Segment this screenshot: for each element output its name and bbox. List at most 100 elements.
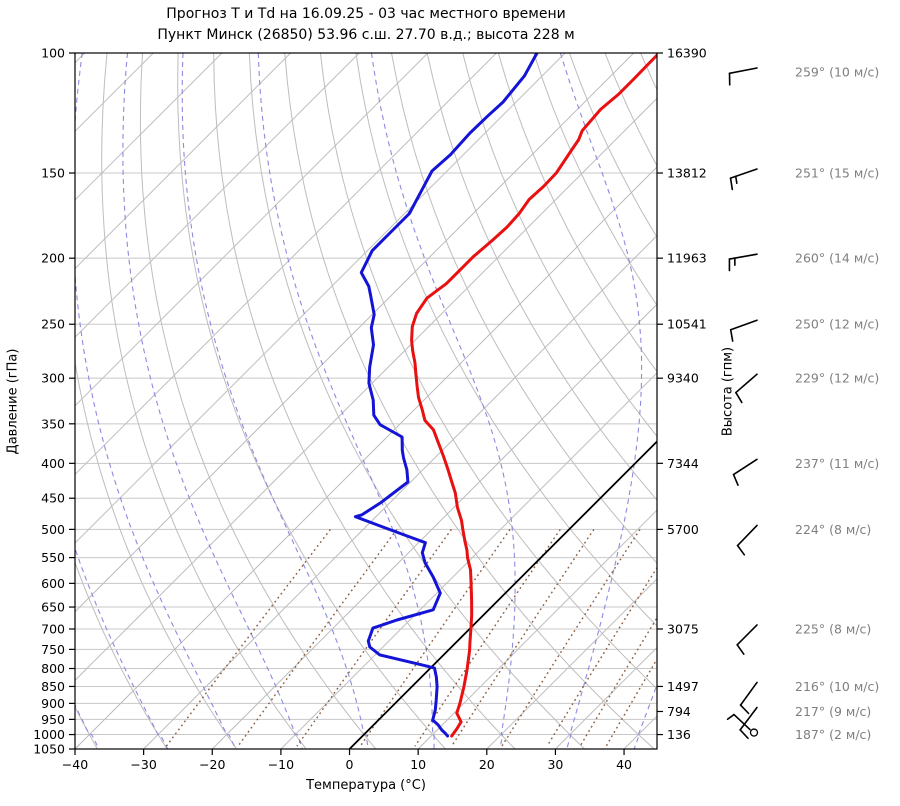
isotherm-line (75, 53, 360, 338)
moist-adiabat-line (75, 53, 237, 749)
plot-border (74, 52, 658, 750)
barb-feather (732, 473, 739, 486)
barb-staff (729, 168, 758, 179)
mixing-ratio-line (501, 529, 641, 747)
pressure-tick-label: 650 (41, 600, 65, 615)
height-label: 1497 (667, 679, 699, 694)
temperature-tick-label: 20 (479, 757, 495, 772)
wind-barb (729, 168, 758, 191)
pressure-tick-label: 200 (41, 251, 65, 266)
barb-staff (736, 524, 758, 547)
height-label: 794 (667, 704, 691, 719)
barb-staff (728, 253, 758, 260)
pressure-tick-label: 600 (41, 576, 65, 591)
wind-label: 237° (11 м/с) (795, 456, 879, 471)
wind-barb (735, 373, 758, 404)
pressure-tick-label: 800 (41, 661, 65, 676)
barb-half-feather (734, 175, 738, 185)
moist-adiabat-line (257, 53, 435, 749)
x-axis-label: Температура (°C) (306, 778, 426, 793)
dry-adiabat-line (213, 53, 516, 749)
dry-adiabat-line (139, 53, 377, 749)
dry-adiabat-line (391, 53, 657, 564)
temperature-curve (410, 53, 657, 738)
height-label: 13812 (667, 166, 707, 181)
pressure-tick-label: 1050 (33, 742, 65, 757)
zero-isotherm-line (348, 440, 657, 749)
dry-adiabat-line (355, 53, 657, 627)
barb-staff (736, 624, 758, 646)
temperature-tick-label: 0 (346, 757, 354, 772)
chart-title-line1: Прогноз Т и Td на 16.09.25 - 03 час мест… (166, 6, 566, 22)
isotherm-line (143, 234, 657, 749)
wind-barb (728, 253, 758, 272)
pressure-tick-label: 400 (41, 456, 65, 471)
dry-adiabat-line (75, 560, 168, 749)
wind-barb (736, 624, 758, 656)
wind-label: 187° (2 м/с) (795, 727, 871, 742)
dewpoint-curve (353, 53, 539, 738)
isotherm-line (75, 53, 154, 133)
temperature-tick-label: −10 (268, 757, 294, 772)
y2-axis-label-height: Высота (гпм) (720, 346, 736, 437)
pressure-tick-label: 850 (41, 679, 65, 694)
wind-barb (739, 706, 758, 740)
barb-staff (739, 681, 758, 706)
pressure-tick-label: 950 (41, 712, 65, 727)
isotherm-line (75, 166, 657, 749)
wind-label: 224° (8 м/с) (795, 522, 871, 537)
pressure-tick-label: 250 (41, 317, 65, 332)
temperature-tick-label: 10 (410, 757, 426, 772)
barb-feather (736, 544, 746, 556)
wind-barb (726, 713, 759, 737)
height-label: 5700 (667, 522, 699, 537)
barb-feather (739, 704, 750, 715)
plot-area (75, 53, 900, 749)
height-label: 10541 (667, 317, 707, 332)
wind-label: 251° (15 м/с) (795, 166, 879, 181)
barb-staff (735, 373, 758, 394)
isotherm-line (349, 440, 657, 749)
moist-adiabat-line (75, 546, 169, 749)
height-label: 136 (667, 727, 691, 742)
pressure-tick-label: 700 (41, 621, 65, 636)
moist-adiabat-line (633, 683, 657, 749)
temperature-tick-label: −20 (199, 757, 225, 772)
dry-adiabat-line (676, 53, 900, 749)
mixing-ratio-line (296, 528, 452, 747)
height-label: 11963 (667, 251, 707, 266)
barb-feather (735, 391, 743, 404)
barb-feather (729, 328, 734, 342)
moist-adiabat-line (559, 53, 643, 749)
height-label: 7344 (667, 456, 699, 471)
dry-adiabat-line (319, 53, 657, 690)
moist-adiabat-line (181, 53, 369, 749)
moist-adiabat-line (122, 53, 303, 749)
isotherm-line (75, 97, 657, 682)
dry-adiabat-line (75, 359, 238, 749)
barb-staff (728, 67, 758, 75)
pressure-tick-label: 350 (41, 416, 65, 431)
pressure-tick-label: 300 (41, 371, 65, 386)
pressure-tick-label: 500 (41, 522, 65, 537)
dry-adiabat-line (284, 53, 655, 749)
wind-label: 225° (8 м/с) (795, 621, 871, 636)
dry-adiabat-line (462, 53, 657, 438)
wind-barb (728, 67, 758, 86)
barb-feather (739, 729, 749, 740)
isotherm-line (486, 578, 657, 749)
barb-staff (729, 319, 758, 331)
y-axis-label-pressure: Давление (гПа) (5, 348, 21, 455)
barb-feather (736, 643, 745, 656)
pressure-tick-label: 750 (41, 642, 65, 657)
pressure-tick-label: 900 (41, 696, 65, 711)
barb-staff (739, 706, 758, 731)
dry-adiabat-line (497, 53, 657, 373)
dry-adiabat-line (640, 53, 657, 92)
isotherm-line (75, 53, 291, 270)
temperature-tick-label: −40 (62, 757, 88, 772)
height-label: 9340 (667, 371, 699, 386)
isotherm-line (75, 53, 223, 201)
